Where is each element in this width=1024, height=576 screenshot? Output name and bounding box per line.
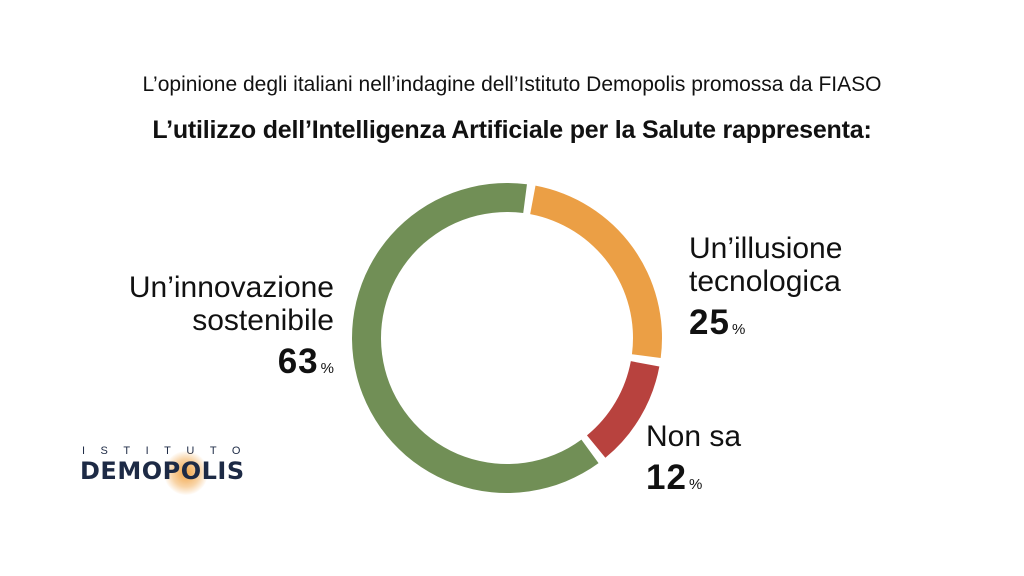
demopolis-logo: ISTITUTO DEMOPOLIS bbox=[80, 445, 300, 495]
slice-innovazione-sostenibile bbox=[352, 182, 599, 493]
label-innovazione-sostenibile: Un’innovazione sostenibile 63% bbox=[60, 271, 334, 385]
logo-istituto-text: ISTITUTO bbox=[82, 445, 256, 457]
value-innovazione: 63 bbox=[277, 342, 319, 381]
label-innovazione-line1: Un’innovazione bbox=[128, 271, 334, 304]
label-non-sa-line1: Non sa bbox=[646, 420, 742, 453]
label-non-sa: Non sa 12% bbox=[646, 420, 866, 501]
label-illusione-line1: Un’illusione bbox=[689, 232, 843, 265]
value-non-sa: 12 bbox=[646, 458, 687, 497]
logo-demopolis-text: DEMOPOLIS bbox=[80, 451, 300, 495]
chart-title: L’utilizzo dell’Intelligenza Artificiale… bbox=[152, 116, 872, 144]
chart-subtitle: L’opinione degli italiani nell’indagine … bbox=[142, 73, 882, 96]
label-innovazione-line2: sostenibile bbox=[192, 304, 334, 337]
percent-symbol: % bbox=[320, 360, 334, 377]
value-illusione: 25 bbox=[689, 303, 730, 342]
label-illusione-tecnologica: Un’illusione tecnologica 25% bbox=[689, 232, 949, 346]
percent-symbol: % bbox=[688, 476, 703, 493]
label-illusione-line2: tecnologica bbox=[689, 265, 841, 298]
slice-non-sa bbox=[586, 361, 660, 458]
percent-symbol: % bbox=[731, 321, 746, 338]
slice-illusione-tecnologica bbox=[530, 185, 662, 358]
logo-glow-icon bbox=[164, 451, 208, 495]
